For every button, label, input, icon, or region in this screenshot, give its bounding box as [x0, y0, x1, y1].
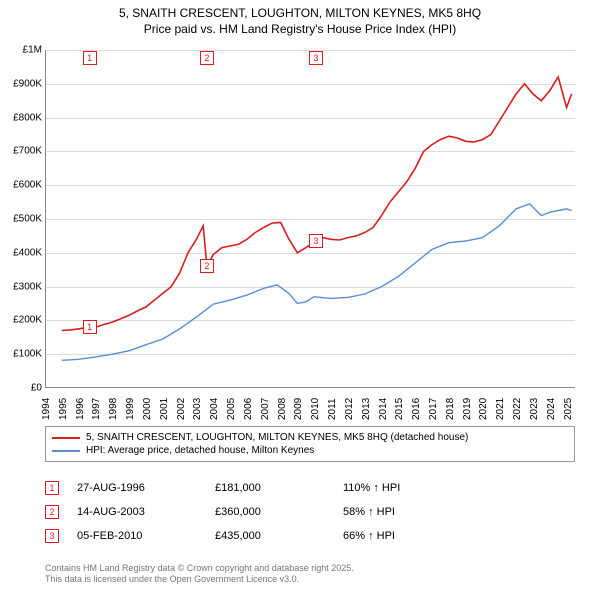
y-tick-label: £300K	[0, 281, 42, 292]
sale-top-marker-2: 2	[200, 51, 214, 65]
y-tick-label: £400K	[0, 247, 42, 258]
legend-item-price: 5, SNAITH CRESCENT, LOUGHTON, MILTON KEY…	[50, 431, 570, 444]
x-tick-label: 2009	[293, 398, 304, 420]
y-tick-label: £900K	[0, 78, 42, 89]
data-attribution: Contains HM Land Registry data © Crown c…	[45, 563, 354, 586]
x-tick-label: 2004	[209, 398, 220, 420]
x-tick-label: 2007	[260, 398, 271, 420]
x-tick-label: 2003	[192, 398, 203, 420]
sale-marker-2: 2	[200, 259, 214, 273]
x-tick-label: 1999	[125, 398, 136, 420]
chart-lines	[45, 50, 575, 388]
sale-top-marker-1: 1	[83, 51, 97, 65]
series-line-price_paid	[62, 77, 572, 331]
x-tick-label: 2013	[361, 398, 372, 420]
legend-item-hpi: HPI: Average price, detached house, Milt…	[50, 444, 570, 457]
y-tick-label: £0	[0, 383, 42, 394]
footer-line-2: This data is licensed under the Open Gov…	[45, 574, 354, 586]
x-tick-label: 2014	[378, 398, 389, 420]
sales-table: 1 27-AUG-1996 £181,000 110% ↑ HPI 2 14-AUG-20…	[45, 476, 575, 548]
sale-ratio: 66% ↑ HPI	[343, 530, 395, 542]
sale-price: £435,000	[215, 530, 325, 542]
x-tick-label: 1994	[41, 398, 52, 420]
x-tick-label: 1998	[108, 398, 119, 420]
sale-top-marker-3: 3	[309, 51, 323, 65]
x-tick-label: 2018	[445, 398, 456, 420]
sale-row-marker: 2	[45, 505, 59, 519]
x-tick-label: 2021	[495, 398, 506, 420]
x-tick-label: 1997	[91, 398, 102, 420]
footer-line-1: Contains HM Land Registry data © Crown c…	[45, 563, 354, 575]
x-tick-label: 2006	[243, 398, 254, 420]
sale-date: 14-AUG-2003	[77, 506, 197, 518]
sale-date: 27-AUG-1996	[77, 482, 197, 494]
legend: 5, SNAITH CRESCENT, LOUGHTON, MILTON KEY…	[45, 426, 575, 462]
y-tick-label: £500K	[0, 214, 42, 225]
legend-swatch-hpi	[52, 450, 80, 452]
sale-row-marker: 3	[45, 529, 59, 543]
title-line-2: Price paid vs. HM Land Registry's House …	[0, 22, 600, 38]
x-tick-label: 2002	[176, 398, 187, 420]
x-tick-label: 2010	[310, 398, 321, 420]
x-tick-label: 2017	[428, 398, 439, 420]
y-tick-label: £700K	[0, 146, 42, 157]
x-tick-label: 2025	[563, 398, 574, 420]
x-tick-label: 2024	[546, 398, 557, 420]
sale-row: 1 27-AUG-1996 £181,000 110% ↑ HPI	[45, 476, 575, 500]
sale-date: 05-FEB-2010	[77, 530, 197, 542]
x-tick-label: 2008	[277, 398, 288, 420]
chart-title: 5, SNAITH CRESCENT, LOUGHTON, MILTON KEY…	[0, 0, 600, 37]
sale-row: 2 14-AUG-2003 £360,000 58% ↑ HPI	[45, 500, 575, 524]
sale-marker-3: 3	[309, 234, 323, 248]
x-tick-label: 2000	[142, 398, 153, 420]
y-tick-label: £600K	[0, 180, 42, 191]
legend-swatch-price	[52, 437, 80, 439]
x-tick-label: 1996	[75, 398, 86, 420]
y-tick-label: £200K	[0, 315, 42, 326]
sale-price: £360,000	[215, 506, 325, 518]
x-tick-label: 2023	[529, 398, 540, 420]
legend-label-price: 5, SNAITH CRESCENT, LOUGHTON, MILTON KEY…	[86, 432, 468, 443]
sale-row-marker: 1	[45, 481, 59, 495]
legend-label-hpi: HPI: Average price, detached house, Milt…	[86, 445, 314, 456]
y-tick-label: £100K	[0, 349, 42, 360]
title-line-1: 5, SNAITH CRESCENT, LOUGHTON, MILTON KEY…	[0, 6, 600, 22]
series-line-hpi	[62, 204, 572, 360]
x-tick-label: 2011	[327, 398, 338, 420]
x-tick-label: 2020	[478, 398, 489, 420]
x-tick-label: 2015	[394, 398, 405, 420]
y-tick-label: £1M	[0, 45, 42, 56]
x-tick-label: 2022	[512, 398, 523, 420]
y-tick-label: £800K	[0, 112, 42, 123]
sale-row: 3 05-FEB-2010 £435,000 66% ↑ HPI	[45, 524, 575, 548]
x-tick-label: 2016	[411, 398, 422, 420]
sale-ratio: 110% ↑ HPI	[343, 482, 400, 494]
sale-price: £181,000	[215, 482, 325, 494]
x-tick-label: 1995	[58, 398, 69, 420]
x-tick-label: 2001	[159, 398, 170, 420]
x-tick-label: 2019	[462, 398, 473, 420]
sale-marker-1: 1	[83, 320, 97, 334]
x-tick-label: 2005	[226, 398, 237, 420]
sale-ratio: 58% ↑ HPI	[343, 506, 395, 518]
x-tick-label: 2012	[344, 398, 355, 420]
